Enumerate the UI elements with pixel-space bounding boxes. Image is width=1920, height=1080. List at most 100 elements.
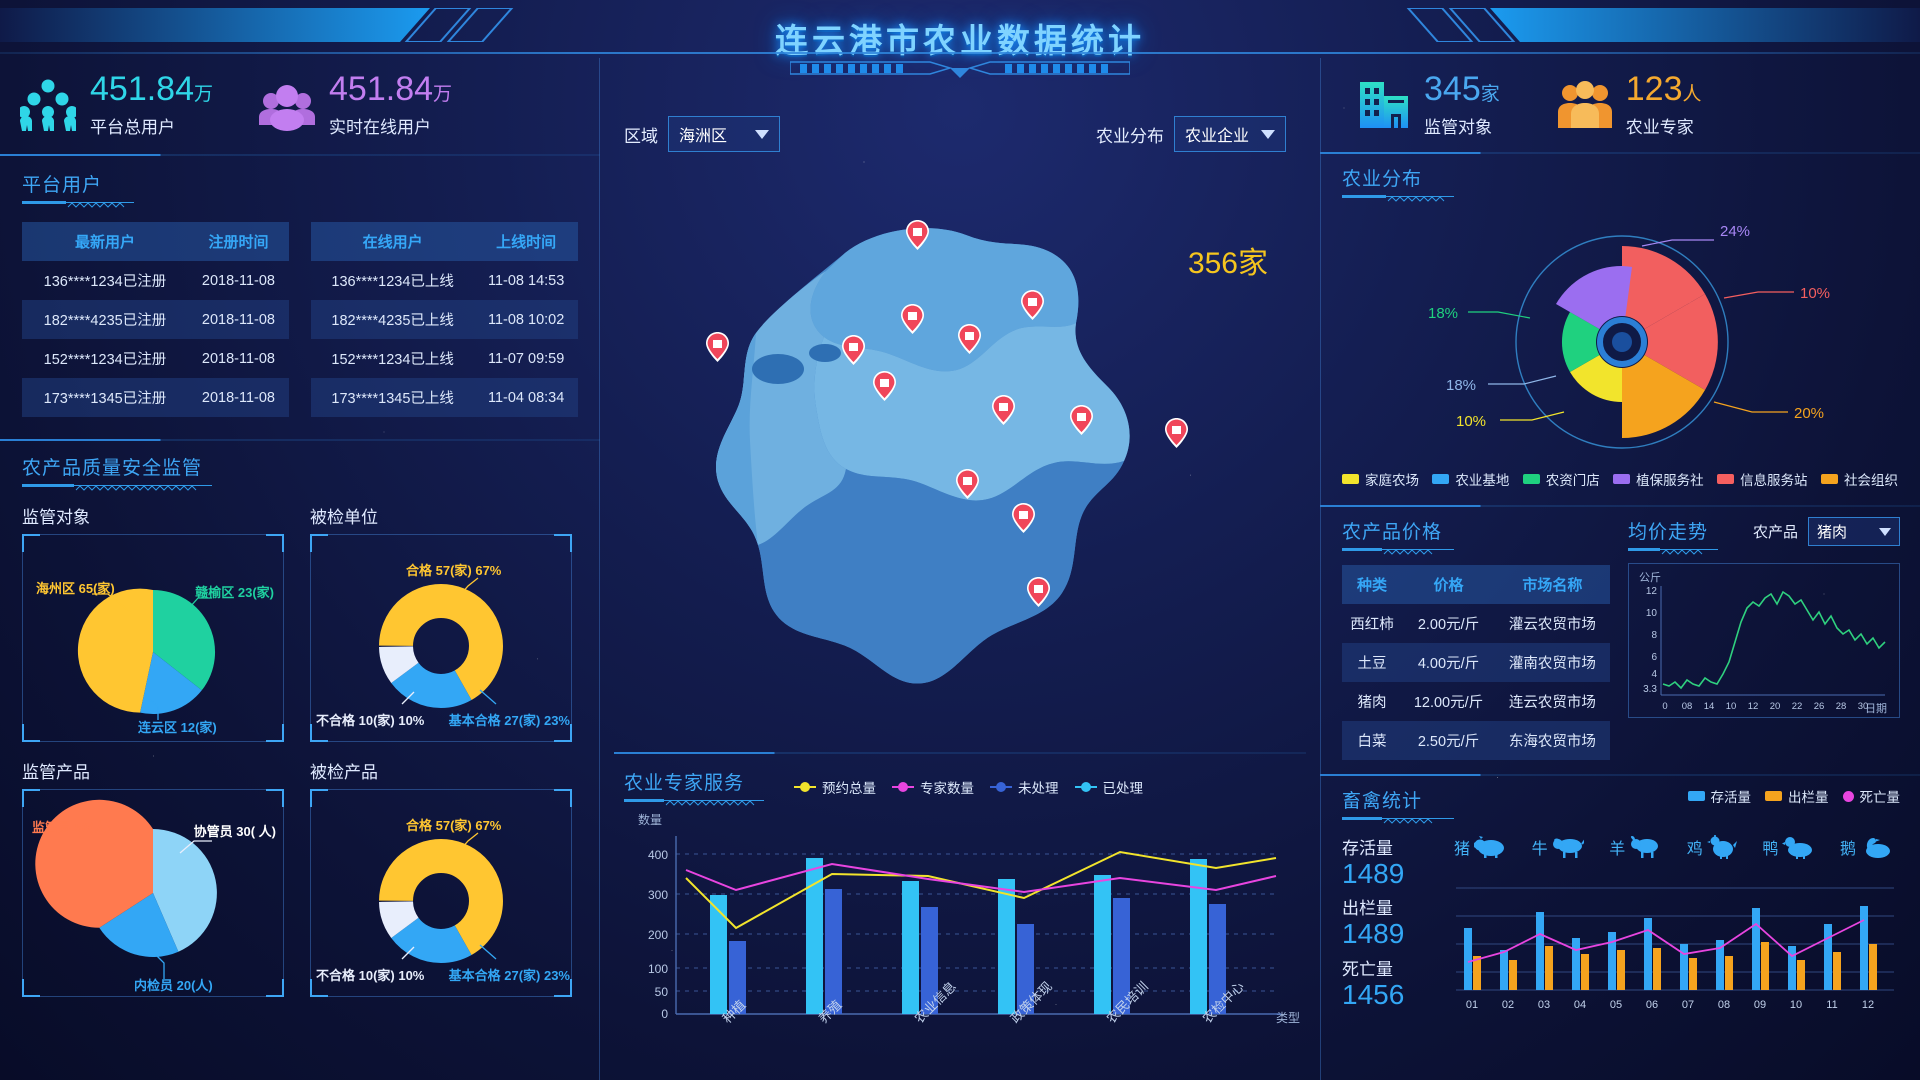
table-row[interactable]: 173****1345已注册 2018-11-08 (22, 378, 289, 417)
cow-icon (1552, 838, 1584, 858)
distribution-select[interactable]: 农业企业 (1174, 116, 1286, 152)
metric-label: 存活量 (1342, 839, 1393, 858)
product-label: 农产品 (1752, 524, 1798, 541)
legend-swatch (1820, 474, 1838, 484)
svg-text:50: 50 (655, 985, 669, 999)
product-selector-group: 农产品 猪肉 (1753, 517, 1900, 546)
cell-user: 173****1345已上线 (311, 378, 475, 417)
metric-value: 1456 (1342, 978, 1405, 1010)
table-row[interactable]: 152****1234已上线 11-07 09:59 (311, 339, 578, 378)
cell-user: 136****1234已上线 (331, 274, 454, 290)
table-row[interactable]: 136****1234已注册 2018-11-08 (22, 261, 289, 300)
legend-label: 死亡量 (1859, 790, 1901, 805)
page-header: 连云港市农业数据统计 (0, 0, 1920, 78)
chevron-down-icon (1261, 129, 1275, 139)
legend-item[interactable]: 植保服务社 (1613, 469, 1704, 489)
legend-item[interactable]: 家庭农场 (1342, 469, 1419, 489)
table-row[interactable]: 152****1234已注册 2018-11-08 (22, 339, 289, 378)
pct-label: 10% (1456, 413, 1486, 430)
x-tick-label: 10 (1790, 999, 1802, 1011)
legend-item[interactable]: 社会组织 (1820, 469, 1898, 489)
table-row[interactable]: 182****4235已注册 2018-11-08 (22, 300, 289, 339)
legend-item[interactable]: 预约总量 (794, 777, 876, 797)
map-pin-marker[interactable] (1027, 577, 1050, 607)
legend-label: 农资门店 (1545, 473, 1600, 488)
map-pin-marker[interactable] (956, 469, 979, 499)
animal-selector-pig[interactable]: 猪 (1454, 835, 1506, 859)
animal-selector-goat[interactable]: 羊 (1609, 835, 1661, 859)
cell-time: 2018-11-08 (187, 300, 289, 339)
y-axis-label: 数量 (638, 812, 662, 827)
stat-unit: 家 (1480, 84, 1500, 105)
header-left-decoration (0, 8, 514, 42)
legend-marker (794, 782, 816, 792)
table-row[interactable]: 西红柿 2.00元/斤 灌云农贸市场 (1342, 604, 1610, 643)
cell-price: 4.00元/斤 (1402, 643, 1495, 682)
pie-label: 协管员 30( 人) (193, 824, 276, 839)
map-pin-marker[interactable] (1021, 290, 1044, 320)
animal-label: 猪 (1454, 841, 1471, 858)
product-select[interactable]: 猪肉 (1808, 517, 1900, 546)
quality-supervision-title: 农产品质量安全监管 (22, 453, 578, 491)
region-select[interactable]: 海洲区 (668, 116, 780, 152)
metric-label: 死亡量 (1342, 959, 1393, 979)
legend-item[interactable]: 信息服务站 (1717, 469, 1808, 489)
legend-swatch (1717, 474, 1735, 484)
chart-inspected-units: 合格 57(家) 67% 不合格 10(家) 10% 基本合格 27(家) 23… (310, 534, 572, 742)
map-pin-marker[interactable] (873, 371, 896, 401)
table-row[interactable]: 173****1345已上线 11-04 08:34 (311, 378, 578, 417)
cell-time: 11-08 14:53 (487, 272, 565, 289)
legend-item[interactable]: 农业基地 (1432, 469, 1509, 489)
region-map[interactable] (630, 173, 1290, 733)
map-pin-marker[interactable] (906, 220, 929, 250)
table-row[interactable]: 白菜 2.50元/斤 东海农贸市场 (1342, 721, 1610, 760)
svg-text:0: 0 (1662, 701, 1667, 712)
map-pin-marker[interactable] (706, 332, 729, 362)
table-row[interactable]: 182****4235已上线 11-08 10:02 (311, 300, 578, 339)
legend-item[interactable]: 农资门店 (1522, 469, 1600, 489)
cell-time: 11-08 10:02 (474, 300, 578, 339)
cell-price: 2.50元/斤 (1402, 721, 1495, 760)
donut-label: 基本合格 27(家) 23% (448, 713, 570, 728)
table-row[interactable]: 136****1234已上线 11-08 14:53 (311, 261, 578, 300)
legend-label: 专家数量 (920, 781, 974, 796)
animal-label: 羊 (1609, 841, 1626, 858)
animal-selector-duck[interactable]: 鸭 (1762, 835, 1814, 859)
map-pin-marker[interactable] (958, 324, 981, 354)
legend-item[interactable]: 未处理 (990, 777, 1059, 797)
chevron-down-icon (1879, 527, 1891, 536)
legend-label: 信息服务站 (1740, 473, 1808, 488)
animal-label: 鸡 (1686, 841, 1703, 858)
legend-swatch (1765, 791, 1782, 801)
legend-swatch (1342, 474, 1359, 484)
map-pin-marker[interactable] (901, 304, 924, 334)
map-pin-marker[interactable] (1012, 503, 1035, 533)
map-pin-marker[interactable] (1165, 418, 1188, 448)
legend-item[interactable]: 出栏量 (1765, 786, 1829, 806)
x-tick-label: 05 (1610, 999, 1622, 1011)
animal-selector-cow[interactable]: 牛 (1532, 835, 1584, 859)
chart-subtitle-supervision-objects: 监管对象 (22, 508, 90, 527)
map-pin-marker[interactable] (992, 395, 1015, 425)
region-select-value: 海洲区 (679, 128, 728, 145)
donut-label: 合格 57(家) 67% (406, 818, 502, 833)
table-row[interactable]: 猪肉 12.00元/斤 连云农贸市场 (1342, 682, 1610, 721)
svg-text:100: 100 (648, 962, 668, 976)
table-row[interactable]: 土豆 4.00元/斤 灌南农贸市场 (1342, 643, 1610, 682)
x-tick-label: 02 (1502, 999, 1514, 1011)
col-header: 在线用户 (311, 222, 475, 261)
legend-item[interactable]: 存活量 (1687, 786, 1751, 806)
animal-selector-chicken[interactable]: 鸡 (1687, 835, 1737, 859)
legend-item[interactable]: 已处理 (1074, 777, 1143, 797)
y-unit-label: 公斤 (1639, 571, 1661, 584)
svg-text:4: 4 (1651, 669, 1657, 680)
map-pin-marker[interactable] (1070, 405, 1093, 435)
legend-item[interactable]: 专家数量 (892, 777, 974, 797)
chart-subtitle-supervision-products: 监管产品 (22, 763, 90, 782)
stat-label: 监管对象 (1424, 118, 1492, 137)
svg-text:12: 12 (1646, 586, 1658, 597)
animal-selector-goose[interactable]: 鹅 (1840, 834, 1892, 860)
legend-item[interactable]: 死亡量 (1842, 786, 1901, 806)
donut-label: 不合格 10(家) 10% (316, 968, 425, 983)
map-pin-marker[interactable] (842, 335, 865, 365)
